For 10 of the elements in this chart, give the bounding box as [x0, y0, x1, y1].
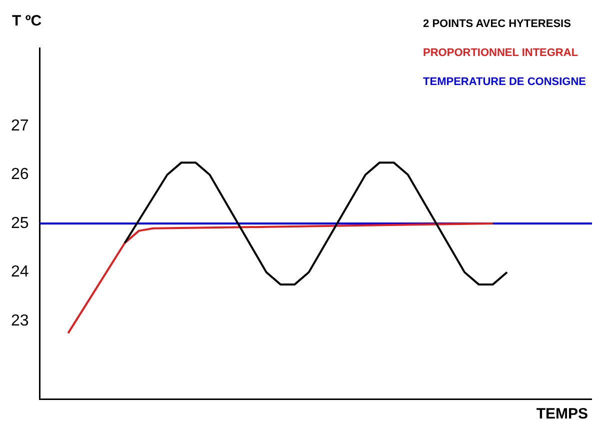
- text: TEMPERATURE DE CONSIGNE: [423, 76, 586, 88]
- y-tick-label: 26: [11, 166, 29, 184]
- y-tick-label: 25: [11, 214, 29, 232]
- text: 2 POINTS AVEC HYTERESIS: [423, 18, 572, 30]
- y-tick-label: 24: [11, 264, 29, 281]
- x-axis-title: TEMPS: [536, 406, 588, 423]
- y-tick-label: 27: [11, 117, 29, 134]
- y-axis-title: T ºC: [12, 12, 42, 30]
- y-tick-label: 23: [11, 312, 29, 330]
- text: PROPORTIONNEL INTEGRAL: [423, 47, 580, 59]
